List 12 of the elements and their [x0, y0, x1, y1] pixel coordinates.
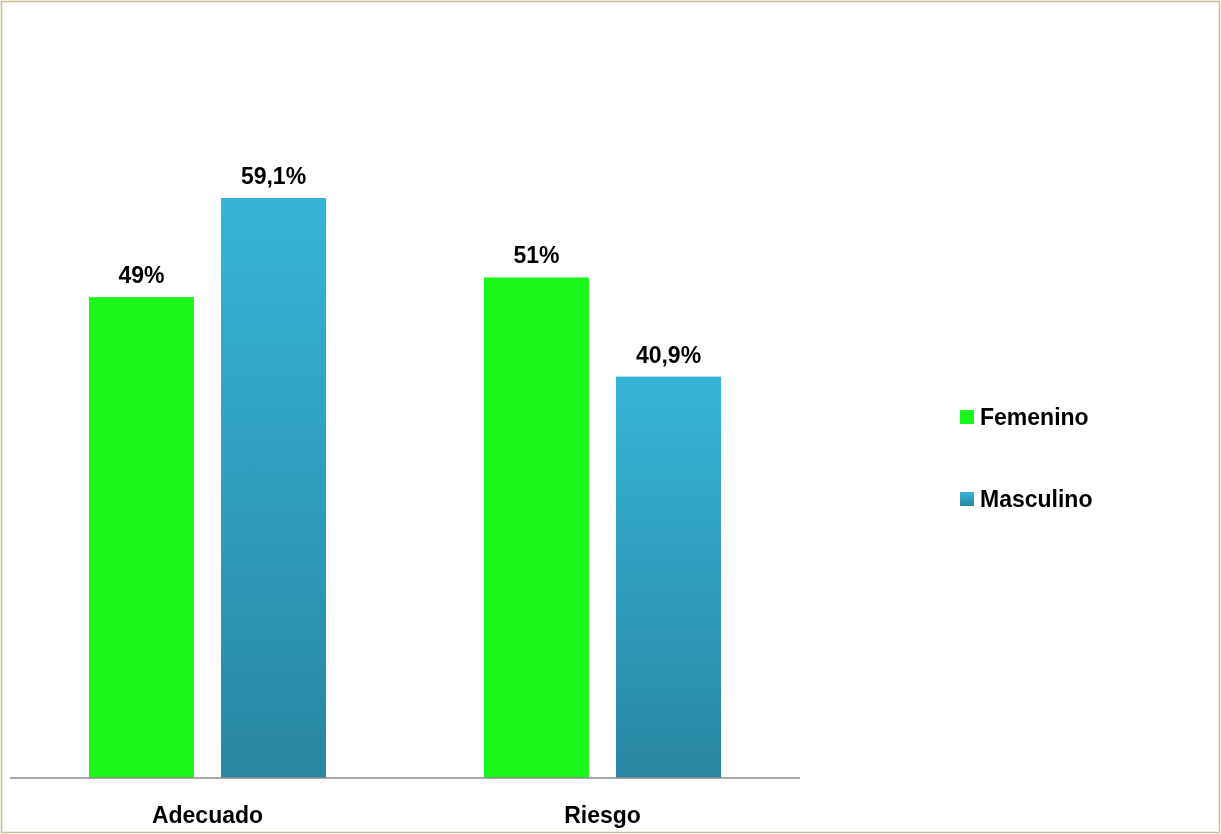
x-tick-label: Adecuado [151, 802, 264, 828]
bar [484, 277, 589, 778]
legend-label: Femenino [980, 404, 1089, 430]
data-label: 59,1% [240, 163, 307, 189]
bar [616, 376, 721, 778]
bar [89, 297, 194, 778]
data-label: 49% [118, 262, 165, 289]
legend-label: Masculino [980, 486, 1093, 512]
data-label: 40,9% [635, 341, 702, 368]
data-label: 51% [513, 242, 560, 269]
x-tick-label: Riesgo [564, 802, 641, 828]
bar [221, 198, 326, 778]
